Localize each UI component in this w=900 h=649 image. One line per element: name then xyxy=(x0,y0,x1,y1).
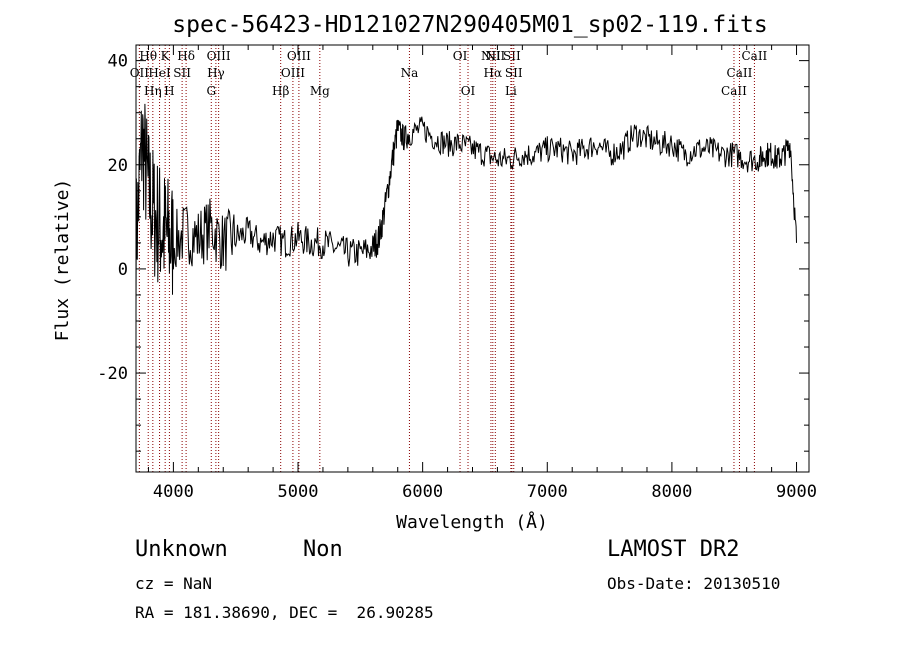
spectral-line-label: Li xyxy=(505,84,517,98)
spectral-line-label: Hγ xyxy=(207,66,225,80)
spectral-line-label: HeI xyxy=(148,66,171,80)
x-tick-label: 8000 xyxy=(651,482,692,502)
x-tick-label: 7000 xyxy=(527,482,568,502)
spectrum-line xyxy=(135,103,797,311)
x-tick-label: 6000 xyxy=(402,482,443,502)
spectral-line-label: OIII xyxy=(281,66,305,80)
x-tick-label: 9000 xyxy=(776,482,817,502)
spectral-line-label: Hη xyxy=(144,84,162,98)
object-subclass: Non xyxy=(303,537,343,562)
object-class: Unknown xyxy=(135,537,228,562)
y-tick-label: 0 xyxy=(118,260,128,280)
spectral-line-label: NII xyxy=(481,49,501,63)
spectral-line-label: H xyxy=(164,84,174,98)
chart-title: spec-56423-HD121027N290405M01_sp02-119.f… xyxy=(172,12,767,38)
spectral-line-label: Na xyxy=(401,66,419,80)
spectral-line-label: CaII xyxy=(741,49,767,63)
spectral-line-label: CaII xyxy=(721,84,747,98)
spectral-line-label: Hθ xyxy=(139,49,157,63)
spectral-line-label: Mg xyxy=(310,84,330,98)
spectral-line-label: SII xyxy=(503,49,521,63)
y-tick-label: -20 xyxy=(97,364,128,384)
x-tick-label: 5000 xyxy=(278,482,319,502)
x-tick-label: 4000 xyxy=(153,482,194,502)
redshift-cz: cz = NaN xyxy=(135,574,213,593)
observation-date: Obs-Date: 20130510 xyxy=(607,574,781,593)
spectral-line-label: SII xyxy=(173,66,191,80)
spectral-line-label: CaII xyxy=(727,66,753,80)
plot-frame xyxy=(135,44,810,473)
ra-dec: RA = 181.38690, DEC = 26.90285 xyxy=(135,603,434,622)
x-axis-label: Wavelength (Å) xyxy=(396,511,548,533)
y-axis-label: Flux (relative) xyxy=(52,179,73,342)
spectral-line-label: OI xyxy=(453,49,468,63)
spectral-line-markers: OII Hθ Hη HeI K H SII Hδ G Hγ OIII Hβ OIII OIII Mg Na OI… xyxy=(130,45,768,472)
y-tick-label: 20 xyxy=(108,156,128,176)
spectral-line-label: OI xyxy=(461,84,476,98)
spectrum-series xyxy=(135,103,797,311)
spectral-line-label: G xyxy=(206,84,216,98)
spectral-line-label: OII xyxy=(130,66,150,80)
survey-name: LAMOST DR2 xyxy=(607,537,740,562)
spectral-line-label: OIII xyxy=(287,49,311,63)
spectral-line-label: Hβ xyxy=(272,84,289,98)
spectral-line-label: SII xyxy=(505,66,523,80)
spectral-line-label: OIII xyxy=(207,49,231,63)
spectral-line-label: NII xyxy=(485,49,505,63)
spectral-line-label: K xyxy=(161,49,171,63)
spectral-line-label: Hδ xyxy=(177,49,195,63)
axis-ticks: 4000 5000 6000 7000 8000 9000 -20 0 20 40 xyxy=(97,45,817,502)
y-tick-label: 40 xyxy=(108,52,128,72)
spectral-line-label: Hα xyxy=(484,66,503,80)
